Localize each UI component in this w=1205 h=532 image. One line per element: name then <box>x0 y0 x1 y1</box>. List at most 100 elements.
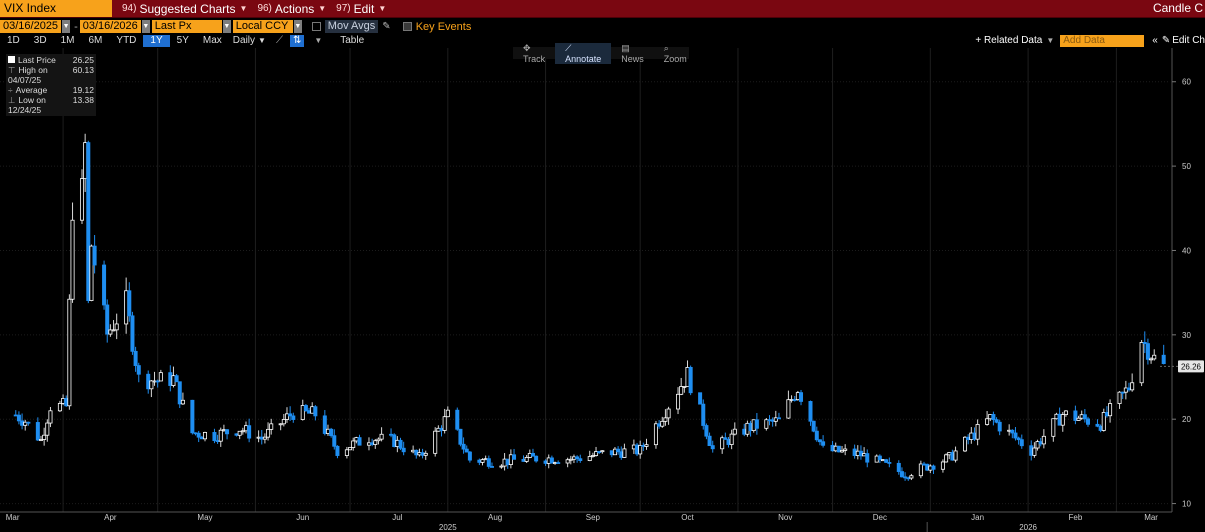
end-date-dropdown-icon[interactable]: ▼ <box>141 20 150 33</box>
candle-down <box>830 444 835 452</box>
candle-down <box>1016 437 1021 441</box>
candle-up <box>483 458 488 461</box>
mov-avgs-checkbox[interactable] <box>311 22 321 31</box>
candle-up <box>48 410 53 424</box>
caret-down-icon[interactable]: ▼ <box>1046 36 1055 45</box>
average-marker-icon: ÷ <box>8 85 13 95</box>
candle-down <box>401 447 406 453</box>
candle-up <box>499 465 504 468</box>
frequency-select[interactable]: Daily <box>232 35 256 46</box>
candle-up <box>269 423 274 430</box>
edit-menu[interactable]: 97) Edit ▼ <box>336 2 386 16</box>
caret-down-icon[interactable]: ▼ <box>258 36 266 45</box>
candle-up <box>1060 414 1065 426</box>
candle-up <box>786 399 791 419</box>
y-tick-label: 20 <box>1182 415 1191 424</box>
candle-down <box>906 477 911 480</box>
x-tick-label: Sep <box>586 513 601 522</box>
range-3d[interactable]: 3D <box>33 34 47 46</box>
table-button[interactable]: Table <box>340 35 365 46</box>
line-chart-icon[interactable]: ⟋ <box>275 35 283 46</box>
range-6m[interactable]: 6M <box>88 34 103 46</box>
range-max[interactable]: Max <box>202 34 222 46</box>
candle-down <box>1098 425 1103 431</box>
candle-down <box>635 444 640 455</box>
price-field-dropdown-icon[interactable]: ▼ <box>222 20 231 33</box>
candle-up <box>221 429 226 432</box>
range-5y[interactable]: 5Y <box>176 34 189 46</box>
key-events-label[interactable]: Key Events <box>415 20 472 33</box>
pencil-icon[interactable]: ✎ <box>382 21 391 32</box>
suggested-charts-menu[interactable]: 94) Suggested Charts ▼ <box>122 2 247 16</box>
candle-up <box>855 450 860 456</box>
candle-up <box>300 405 305 420</box>
legend-last-label: Last Price <box>18 55 56 65</box>
candle-up <box>344 449 349 456</box>
candle-down <box>392 434 397 448</box>
candle-up <box>953 450 958 461</box>
end-date-field[interactable]: 03/16/2026 <box>79 20 141 33</box>
mov-avgs-label[interactable]: Mov Avgs <box>324 20 379 33</box>
chart-tools: ✥ Track ⟋ Annotate ▤ News ⌕ Zoom <box>513 42 689 64</box>
candle-up <box>1007 429 1012 432</box>
zoom-label: Zoom <box>663 53 687 64</box>
currency-select[interactable]: Local CCY <box>232 20 293 33</box>
candle-up <box>1152 354 1157 360</box>
candle-up <box>676 393 681 410</box>
legend-last[interactable]: Last Price 26.25 <box>8 55 94 65</box>
legend-high-label: High on 04/07/25 <box>8 65 48 85</box>
add-data-input[interactable]: Add Data <box>1060 34 1145 47</box>
start-date-dropdown-icon[interactable]: ▼ <box>62 20 71 33</box>
related-data-button[interactable]: + Related Data <box>975 35 1043 46</box>
candle-down <box>464 448 469 453</box>
candle-up <box>114 323 119 331</box>
candle-down <box>994 419 999 423</box>
candle-down <box>439 427 444 431</box>
currency-dropdown-icon[interactable]: ▼ <box>293 20 302 33</box>
range-1y[interactable]: 1Y <box>143 34 170 47</box>
candle-up <box>89 245 94 301</box>
chart-type-label[interactable]: Candle C <box>1152 1 1203 15</box>
range-1d[interactable]: 1D <box>7 34 20 46</box>
candle-down <box>322 415 327 434</box>
candle-up <box>1035 441 1040 449</box>
annotate-label: Annotate <box>565 53 602 64</box>
range-1m[interactable]: 1M <box>60 34 75 46</box>
start-date-field[interactable]: 03/16/2025 <box>0 20 62 33</box>
candle-down <box>767 419 772 422</box>
zoom-tool[interactable]: ⌕ Zoom <box>654 43 697 64</box>
candle-down <box>821 441 826 446</box>
y-tick-label: 30 <box>1182 331 1191 340</box>
candle-up <box>433 430 438 454</box>
key-events-checkbox[interactable] <box>402 22 412 31</box>
candle-down <box>922 463 927 466</box>
candle-up <box>111 329 116 332</box>
candle-up <box>840 450 845 453</box>
pencil-icon[interactable]: ✎ <box>1161 35 1171 46</box>
candle-up <box>653 423 658 446</box>
candle-down <box>972 432 977 440</box>
candle-down <box>133 350 138 366</box>
collapse-icon[interactable]: « <box>1152 35 1158 46</box>
news-tool[interactable]: ▤ News <box>611 43 654 64</box>
candle-up <box>963 436 968 452</box>
candle-up <box>108 329 113 335</box>
edit-chart-button[interactable]: Edit Ch <box>1172 35 1205 46</box>
candle-down <box>884 459 889 463</box>
candle-down <box>486 458 491 467</box>
candle-up <box>395 439 400 448</box>
candle-chart-icon[interactable]: ⇅ <box>289 34 305 47</box>
candle-down <box>505 458 510 465</box>
price-field-select[interactable]: Last Px <box>151 20 222 33</box>
track-tool[interactable]: ✥ Track <box>513 43 555 64</box>
range-ytd[interactable]: YTD <box>116 34 137 46</box>
candle-up <box>436 427 441 432</box>
candle-up <box>985 418 990 425</box>
candle-down <box>698 392 703 405</box>
actions-menu[interactable]: 96) Actions ▼ <box>257 2 326 16</box>
annotate-tool[interactable]: ⟋ Annotate <box>555 42 612 64</box>
caret-down-icon[interactable]: ▼ <box>314 36 323 45</box>
ticker-field[interactable]: VIX Index <box>0 0 112 17</box>
candle-down <box>597 451 602 453</box>
